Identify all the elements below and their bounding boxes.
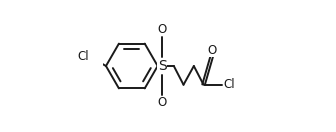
Text: O: O xyxy=(158,96,167,109)
Text: S: S xyxy=(158,59,167,73)
Text: Cl: Cl xyxy=(78,50,89,63)
Text: O: O xyxy=(158,23,167,36)
Text: O: O xyxy=(207,44,217,57)
Text: Cl: Cl xyxy=(223,78,235,91)
